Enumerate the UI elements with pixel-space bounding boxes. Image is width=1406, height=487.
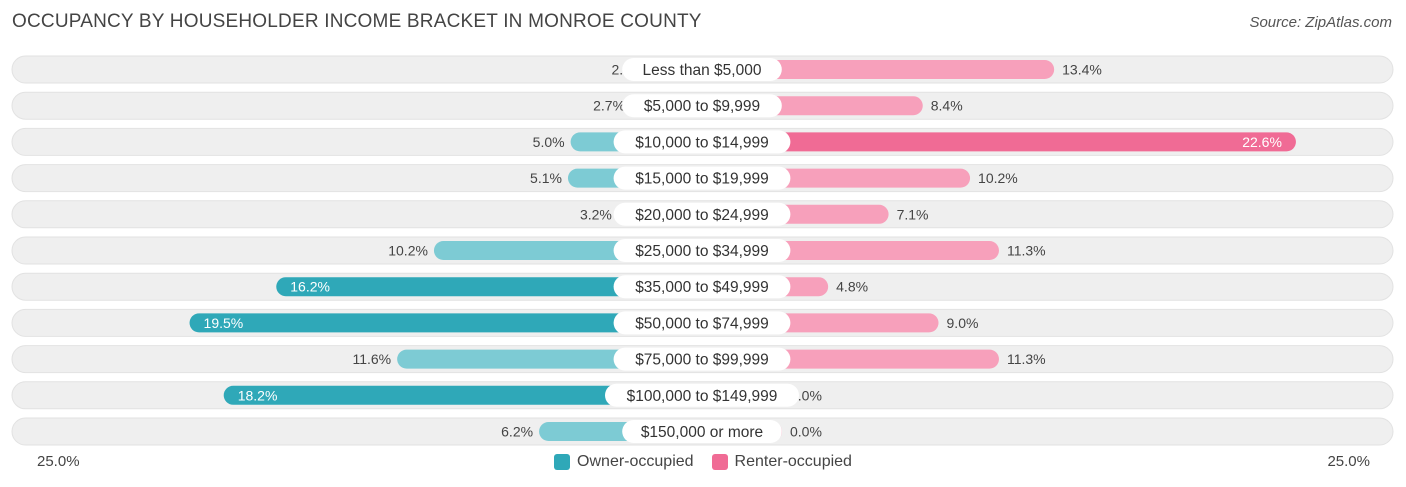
category-label: $150,000 or more: [641, 424, 763, 441]
axis-min-label: 25.0%: [37, 453, 80, 470]
renter-value-label: 13.4%: [1062, 62, 1102, 78]
category-label: $10,000 to $14,999: [635, 134, 769, 151]
renter-value-label: 0.0%: [790, 424, 822, 440]
owner-value-label: 6.2%: [501, 424, 533, 440]
category-pill: [613, 166, 791, 190]
renter-bar: [702, 132, 1296, 152]
category-label: $20,000 to $24,999: [635, 207, 769, 224]
category-label: $100,000 to $149,999: [627, 388, 778, 405]
renter-value-label: 9.0%: [947, 315, 979, 331]
owner-value-label: 11.6%: [352, 351, 391, 367]
legend-item-renter: Renter-occupied: [711, 453, 852, 471]
legend-label-owner: Owner-occupied: [577, 453, 694, 470]
owner-bar: [223, 385, 703, 405]
category-label: $15,000 to $19,999: [635, 171, 769, 188]
chart-canvas: 2.0%13.4%Less than $5,0002.7%8.4%$5,000 …: [11, 55, 1394, 446]
owner-value-label: 16.2%: [290, 279, 330, 295]
renter-value-label: 4.8%: [836, 279, 868, 295]
owner-value-label: 10.2%: [388, 243, 428, 259]
category-pill: [613, 311, 791, 335]
category-label: $5,000 to $9,999: [644, 98, 760, 115]
renter-bar: [702, 60, 1055, 79]
owner-bar: [276, 277, 702, 297]
source-label: Source: ZipAtlas.com: [1249, 14, 1392, 31]
renter-value-label: 11.3%: [1007, 243, 1046, 259]
category-pill: [613, 130, 791, 154]
owner-value-label: 5.0%: [533, 134, 565, 150]
renter-value-label: 11.3%: [1007, 351, 1046, 367]
category-pill: [613, 239, 791, 262]
category-pill: [613, 347, 791, 371]
renter-value-label: 7.1%: [897, 206, 929, 222]
owner-value-label: 5.1%: [530, 170, 562, 186]
owner-bar: [189, 313, 703, 333]
category-label: $50,000 to $74,999: [635, 315, 769, 332]
legend: Owner-occupied Renter-occupied: [0, 453, 1406, 471]
category-label: $75,000 to $99,999: [635, 352, 769, 369]
renter-value-label: 22.6%: [1242, 134, 1282, 150]
category-label: $35,000 to $49,999: [635, 279, 769, 296]
legend-swatch-renter: [711, 454, 728, 470]
chart-title: OCCUPANCY BY HOUSEHOLDER INCOME BRACKET …: [12, 11, 702, 32]
category-pill: [605, 383, 799, 407]
category-pill: [622, 420, 782, 443]
legend-label-renter: Renter-occupied: [734, 453, 852, 470]
legend-item-owner: Owner-occupied: [554, 453, 694, 471]
owner-value-label: 3.2%: [580, 206, 612, 222]
owner-value-label: 19.5%: [204, 315, 244, 331]
owner-value-label: 2.7%: [593, 98, 625, 114]
owner-value-label: 18.2%: [238, 387, 278, 403]
category-pill: [622, 58, 782, 81]
category-label: Less than $5,000: [643, 62, 762, 79]
axis-max-label: 25.0%: [1327, 453, 1370, 470]
legend-swatch-owner: [554, 454, 571, 470]
category-label: $25,000 to $34,999: [635, 243, 769, 260]
category-pill: [613, 275, 791, 299]
category-pill: [613, 202, 791, 226]
renter-value-label: 8.4%: [931, 98, 963, 114]
category-pill: [622, 94, 782, 118]
renter-value-label: 10.2%: [978, 170, 1018, 186]
